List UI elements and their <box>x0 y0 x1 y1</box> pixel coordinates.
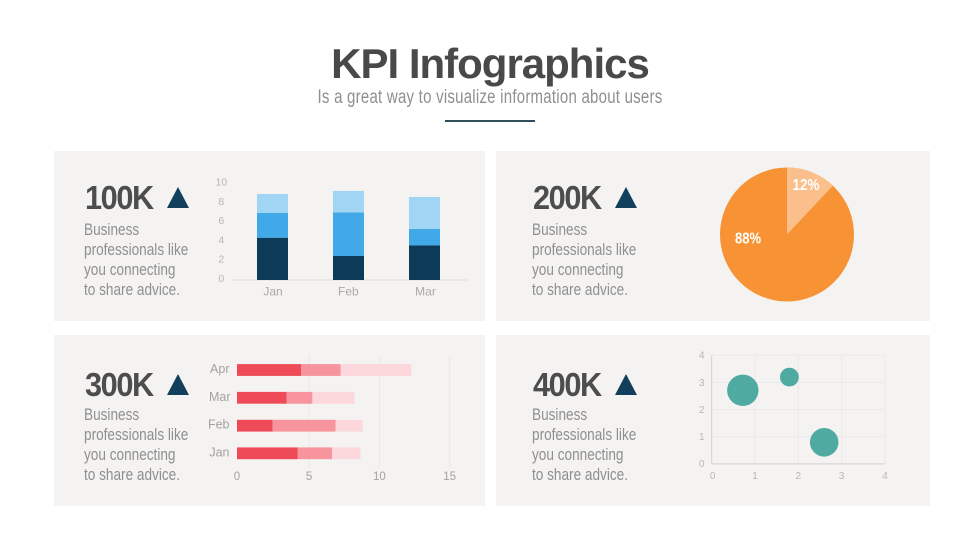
svg-text:0: 0 <box>710 471 716 482</box>
svg-text:1: 1 <box>752 471 758 482</box>
svg-text:4: 4 <box>218 234 224 246</box>
svg-text:0: 0 <box>699 459 705 470</box>
svg-text:2: 2 <box>699 405 705 416</box>
svg-text:Jan: Jan <box>209 445 229 459</box>
svg-text:Apr: Apr <box>210 362 229 376</box>
svg-text:10: 10 <box>215 176 227 188</box>
svg-text:6: 6 <box>218 215 224 227</box>
svg-text:2: 2 <box>218 254 224 266</box>
svg-text:4: 4 <box>699 351 705 362</box>
svg-text:88%: 88% <box>735 231 761 248</box>
svg-text:0: 0 <box>234 471 240 483</box>
svg-text:Mar: Mar <box>209 390 231 404</box>
svg-text:Feb: Feb <box>208 418 230 432</box>
svg-text:Feb: Feb <box>338 285 359 299</box>
svg-text:0: 0 <box>218 273 224 285</box>
svg-text:3: 3 <box>699 378 705 389</box>
svg-text:15: 15 <box>443 471 456 483</box>
svg-text:Mar: Mar <box>415 285 436 299</box>
svg-text:1: 1 <box>699 432 705 443</box>
svg-text:12%: 12% <box>793 177 820 194</box>
svg-text:3: 3 <box>839 471 845 482</box>
svg-text:10: 10 <box>373 471 386 483</box>
svg-text:4: 4 <box>882 471 888 482</box>
svg-text:8: 8 <box>218 196 224 208</box>
svg-text:2: 2 <box>796 471 802 482</box>
svg-text:5: 5 <box>306 471 312 483</box>
svg-text:Jan: Jan <box>263 285 282 299</box>
